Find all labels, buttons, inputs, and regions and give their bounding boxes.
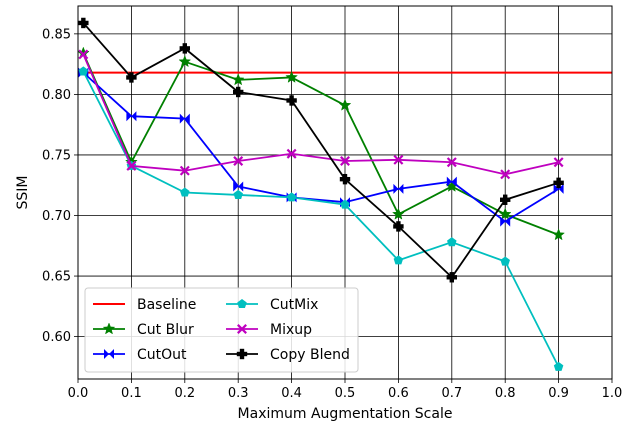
y-axis-ticks: 0.60 0.65 0.70 0.75 0.80 0.85 xyxy=(42,27,78,345)
mixup-point xyxy=(340,156,350,166)
y-tick-label: 0.80 xyxy=(42,88,71,103)
cutmix-point xyxy=(393,255,404,265)
copy-blend-point xyxy=(126,72,137,83)
series-group xyxy=(76,17,565,371)
copy-blend-point xyxy=(286,95,297,106)
cutout-line xyxy=(82,71,560,223)
cutmix-line xyxy=(82,70,560,368)
legend-label: Cut Blur xyxy=(137,322,194,338)
cutmix-point xyxy=(180,187,190,197)
x-tick-label: 0.5 xyxy=(335,386,356,401)
copy-blend-point xyxy=(446,272,457,283)
cutmix-point xyxy=(447,237,457,247)
mixup-point xyxy=(286,148,297,159)
cutmix-point xyxy=(78,66,89,76)
cutout-point xyxy=(126,111,137,122)
legend-label: Mixup xyxy=(270,322,312,338)
cut-blur-point xyxy=(285,70,298,83)
legend-item-cutmix: CutMix xyxy=(226,297,318,313)
cut-blur-point xyxy=(178,55,192,68)
cut-blur-point xyxy=(338,98,352,111)
cut-blur-point xyxy=(392,207,405,220)
mixup-point xyxy=(393,154,404,165)
cutout-point xyxy=(446,176,457,187)
legend-item-copy-blend: Copy Blend xyxy=(226,347,350,363)
x-tick-label: 0.8 xyxy=(495,386,516,401)
series-copy-blend xyxy=(78,17,564,283)
mixup-point xyxy=(78,49,89,60)
x-tick-label: 0.6 xyxy=(388,386,409,401)
mixup-line xyxy=(82,54,559,176)
copy-blend-point xyxy=(553,177,564,189)
legend-marker xyxy=(236,348,248,360)
copy-blend-point xyxy=(500,194,511,205)
legend-box xyxy=(84,287,359,373)
y-tick-label: 0.75 xyxy=(42,148,71,163)
mixup-point xyxy=(233,156,244,166)
legend-label: Copy Blend xyxy=(270,347,350,363)
cutmix-point xyxy=(233,189,243,199)
legend-item-mixup: Mixup xyxy=(226,322,312,338)
cutout-point xyxy=(500,216,511,227)
cutout-point xyxy=(233,181,244,192)
cutout-point xyxy=(179,113,190,124)
cutout-point xyxy=(553,183,564,194)
legend-marker xyxy=(104,349,114,359)
series-mixup xyxy=(78,49,564,180)
copy-blend-point xyxy=(393,221,404,232)
y-tick-label: 0.85 xyxy=(42,27,71,42)
x-tick-label: 0.0 xyxy=(68,386,89,401)
cut-blur-point xyxy=(231,73,245,86)
x-tick-label: 0.4 xyxy=(281,386,302,401)
y-tick-label: 0.60 xyxy=(42,330,71,345)
copy-blend-line xyxy=(82,22,559,279)
x-tick-label: 0.2 xyxy=(174,386,195,401)
mixup-point xyxy=(126,160,137,171)
copy-blend-point xyxy=(339,173,351,185)
x-tick-label: 0.3 xyxy=(228,386,249,401)
legend-marker xyxy=(102,322,116,335)
cutmix-point xyxy=(500,256,510,266)
mixup-point xyxy=(179,165,190,176)
legend-item-cut-blur: Cut Blur xyxy=(93,322,194,338)
legend-marker xyxy=(237,299,247,309)
legend-label: CutMix xyxy=(270,297,318,313)
cutmix-point xyxy=(340,199,350,209)
cutmix-point xyxy=(553,361,564,371)
x-tick-label: 0.7 xyxy=(441,386,462,401)
cut-blur-point xyxy=(552,228,565,241)
mixup-point xyxy=(553,157,564,168)
x-tick-label: 0.1 xyxy=(121,386,142,401)
x-axis-label: Maximum Augmentation Scale xyxy=(238,406,453,422)
copy-blend-point xyxy=(233,86,244,98)
mixup-point xyxy=(500,169,511,180)
legend-item-baseline: Baseline xyxy=(93,297,196,313)
x-axis-ticks: 0.0 0.1 0.2 0.3 0.4 0.5 0.6 0.7 0.8 0.9 1.0 xyxy=(68,379,623,401)
cut-blur-line xyxy=(82,52,559,236)
y-axis-label: SSIM xyxy=(15,176,31,210)
cut-blur-point xyxy=(498,207,512,220)
mixup-point xyxy=(446,157,457,168)
cutmix-point xyxy=(286,192,297,202)
x-tick-label: 1.0 xyxy=(602,386,623,401)
x-tick-label: 0.9 xyxy=(548,386,569,401)
legend-label: CutOut xyxy=(137,347,187,363)
y-tick-label: 0.65 xyxy=(42,270,71,285)
cutout-point xyxy=(393,183,404,194)
legend-item-cutout: CutOut xyxy=(93,347,187,363)
legend-marker xyxy=(237,324,247,334)
y-tick-label: 0.70 xyxy=(42,209,71,224)
series-cutout xyxy=(78,67,564,227)
legend-label: Baseline xyxy=(137,297,196,313)
legend: Baseline Cut Blur CutOut CutMix Mixup Copy Bl… xyxy=(84,287,359,373)
copy-blend-point xyxy=(78,17,89,29)
copy-blend-point xyxy=(179,43,190,54)
